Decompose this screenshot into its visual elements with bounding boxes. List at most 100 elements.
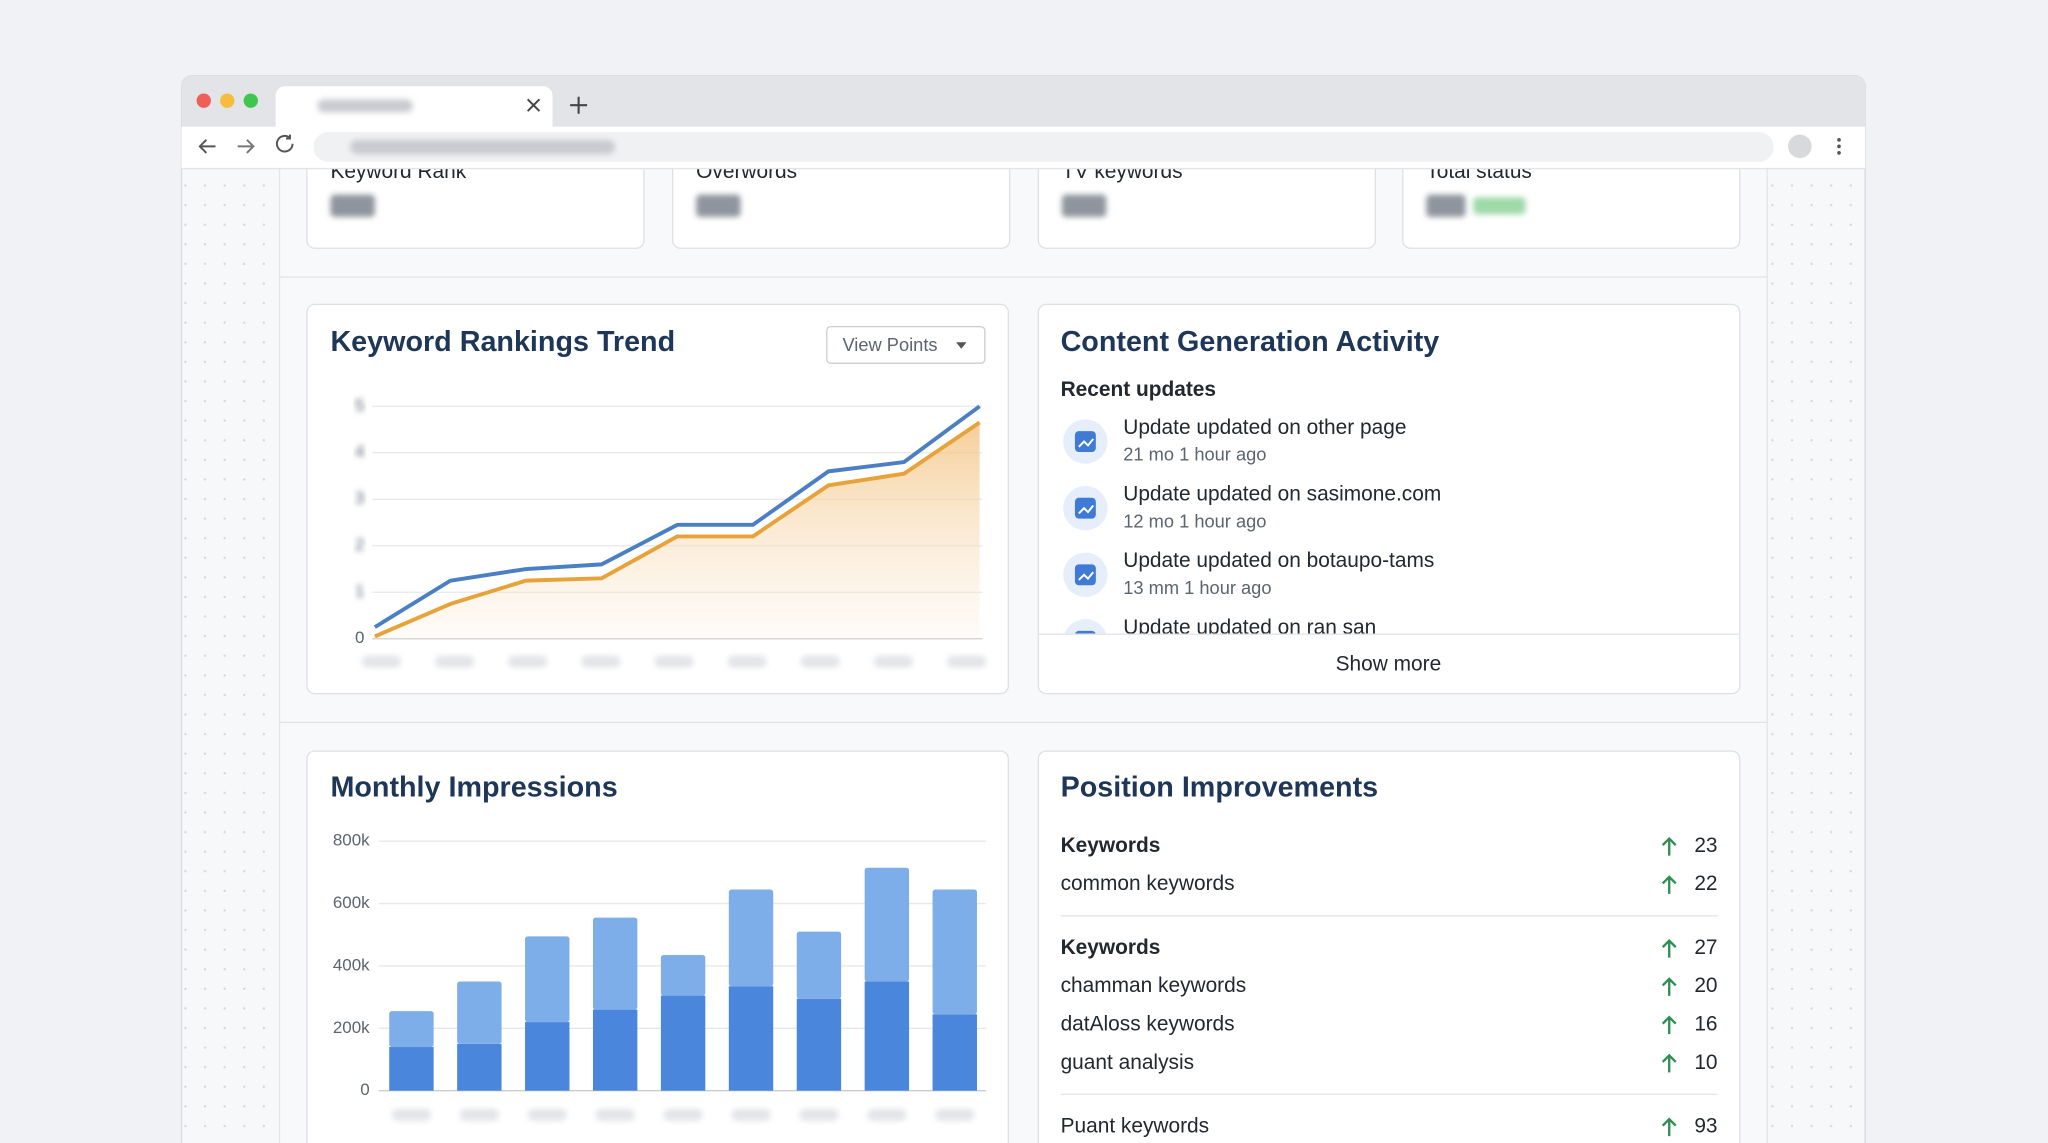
url-blurred <box>350 139 616 155</box>
profile-avatar[interactable] <box>1788 134 1812 159</box>
update-title: Update updated on ran san <box>1123 616 1376 639</box>
update-meta: 12 mo 1 hour ago <box>1123 510 1266 531</box>
x-tick-placeholder <box>581 655 621 668</box>
stat-value-blurred <box>330 194 375 217</box>
x-tick-placeholder <box>459 1108 499 1121</box>
row-label: guant analysis <box>1061 1051 1194 1074</box>
bar-segment <box>457 981 502 1044</box>
y-tick-label: 200k <box>333 1018 370 1037</box>
update-icon-glyph <box>1078 571 1094 581</box>
update-icon-glyph <box>1078 438 1094 448</box>
x-tick-placeholder <box>867 1108 907 1121</box>
up-arrow <box>1661 836 1677 856</box>
bar-segment <box>592 917 638 1010</box>
x-tick-placeholder <box>799 1108 839 1121</box>
line <box>374 420 981 639</box>
y-tick-label: 0 <box>360 1080 369 1099</box>
row-label: Keywords <box>1061 936 1161 959</box>
x-tick-placeholder <box>361 655 401 668</box>
tab-close[interactable] <box>526 98 541 112</box>
row-label: datAloss keywords <box>1061 1013 1235 1036</box>
x-tick-placeholder <box>800 655 840 668</box>
up-arrow <box>1661 938 1677 958</box>
y-tick-label: 2 <box>355 535 364 554</box>
show-more-link[interactable]: Show more <box>1336 652 1442 675</box>
address-bar[interactable] <box>313 131 1774 163</box>
row-label: common keywords <box>1061 872 1235 895</box>
side-pattern <box>1767 167 1864 1143</box>
forward-button[interactable] <box>237 139 255 154</box>
x-tick-placeholder <box>595 1108 635 1121</box>
bar-segment <box>728 986 774 1091</box>
update-icon-bg <box>1064 619 1107 634</box>
x-tick-placeholder <box>391 1108 432 1121</box>
row-value: 10 <box>1694 1051 1717 1074</box>
row-value: 16 <box>1694 1013 1717 1036</box>
row-value: 27 <box>1694 936 1717 959</box>
bar-segment <box>796 931 842 999</box>
y-tick-label: 1 <box>355 582 364 601</box>
section-heading: Recent updates <box>1061 378 1216 401</box>
up-arrow <box>1661 1053 1677 1073</box>
update-meta: 13 mm 1 hour ago <box>1123 577 1271 598</box>
y-tick-label: 600k <box>333 893 370 912</box>
bar-segment <box>660 955 706 996</box>
x-tick-placeholder <box>663 1108 703 1121</box>
back-button[interactable] <box>198 139 216 154</box>
update-title: Update updated on sasimone.com <box>1123 483 1441 506</box>
row-label: chamman keywords <box>1061 974 1247 997</box>
card-title: Content Generation Activity <box>1061 326 1440 358</box>
bar-segment <box>796 998 842 1091</box>
reload-button[interactable] <box>275 134 294 153</box>
bar-segment <box>932 1014 977 1091</box>
up-arrow <box>1661 875 1677 894</box>
bar-segment <box>525 936 570 1023</box>
area <box>374 422 980 639</box>
up-arrow <box>1661 1015 1677 1035</box>
x-tick-placeholder <box>527 1108 567 1121</box>
menu-button[interactable] <box>1837 137 1841 155</box>
stat-delta-blurred <box>1473 197 1526 215</box>
bar-segment <box>389 1011 434 1048</box>
update-list: Update updated on other page 21 mo 1 hour… <box>1063 416 1441 639</box>
dropdown-label: View Points <box>842 334 937 355</box>
y-tick-label: 5 <box>355 396 364 415</box>
maximize-dot[interactable] <box>243 93 258 108</box>
x-tick-placeholder <box>935 1108 975 1121</box>
y-tick-label: 0 <box>355 628 364 647</box>
y-tick-label: 400k <box>333 955 370 974</box>
card <box>1037 303 1741 695</box>
dropdown-button[interactable] <box>826 325 986 364</box>
x-tick-placeholder <box>434 655 475 668</box>
new-tab[interactable] <box>570 96 588 114</box>
bar-segment <box>864 867 910 982</box>
row-label: Keywords <box>1061 834 1161 857</box>
card-title: Keyword Rankings Trend <box>330 326 675 358</box>
bar-segment <box>389 1047 434 1091</box>
close-dot[interactable] <box>196 93 211 108</box>
update-icon-glyph <box>1078 504 1094 515</box>
bar-segment <box>592 1009 638 1091</box>
bar-segment <box>660 995 706 1091</box>
x-tick-placeholder <box>946 655 987 668</box>
up-arrow <box>1661 977 1677 996</box>
bar-segment <box>864 981 910 1091</box>
bar-segment <box>525 1022 570 1091</box>
card <box>1037 750 1741 1143</box>
x-tick-placeholder <box>654 655 694 668</box>
y-tick-label: 3 <box>355 489 364 508</box>
minimize-dot[interactable] <box>220 93 235 108</box>
side-pattern <box>182 167 280 1143</box>
bar-segment <box>728 889 774 987</box>
y-tick-label: 4 <box>355 442 364 461</box>
row-label: Puant keywords <box>1061 1115 1210 1138</box>
dropdown-caret <box>956 342 967 349</box>
tab[interactable] <box>275 86 553 127</box>
browser-chrome <box>181 75 1866 170</box>
update-title: Update updated on botaupo-tams <box>1123 549 1434 572</box>
stat-value-blurred <box>696 194 741 217</box>
x-tick-placeholder <box>873 655 913 668</box>
row-value: 20 <box>1694 974 1717 997</box>
row-value: 23 <box>1694 834 1717 857</box>
